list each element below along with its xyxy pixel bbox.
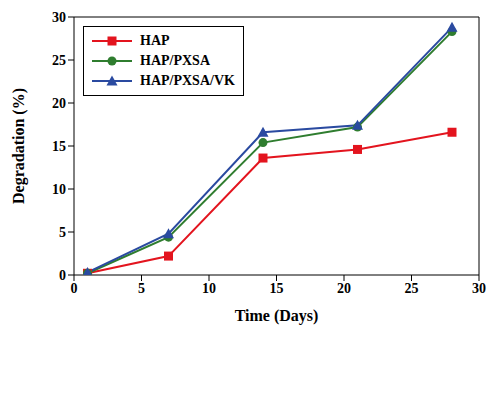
svg-text:15: 15 [270,281,284,296]
html-text:HAP: HAP [140,33,170,48]
svg-text:5: 5 [59,225,66,240]
svg-text:30: 30 [52,10,66,25]
svg-text:25: 25 [52,53,66,68]
svg-text:15: 15 [52,139,66,154]
svg-text:20: 20 [52,96,66,111]
svg-text:Time (Days): Time (Days) [235,307,319,325]
svg-text:Degradation (%): Degradation (%) [10,88,28,204]
svg-text:30: 30 [472,281,486,296]
html-text:HAP/PXSA/VK: HAP/PXSA/VK [140,73,235,88]
svg-text:0: 0 [71,281,78,296]
svg-text:20: 20 [337,281,351,296]
svg-text:10: 10 [202,281,216,296]
html-text:HAP/PXSA: HAP/PXSA [140,53,210,68]
svg-text:25: 25 [405,281,419,296]
svg-text:5: 5 [138,281,145,296]
svg-text:10: 10 [52,182,66,197]
svg-text:0: 0 [59,268,66,283]
